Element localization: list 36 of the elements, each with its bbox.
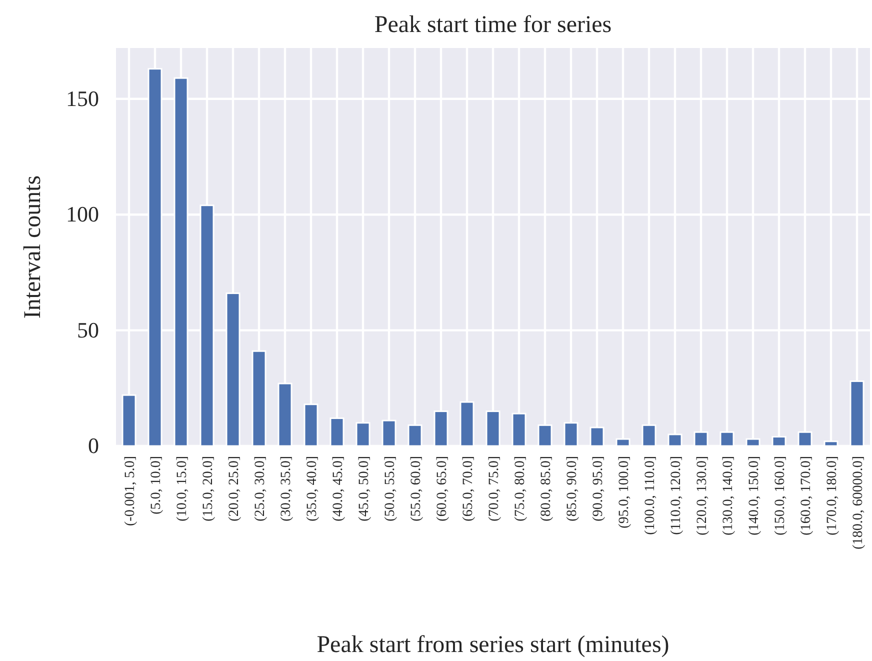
chart-title: Peak start time for series — [374, 12, 612, 38]
x-tick-label: (130.0, 140.0] — [720, 456, 736, 536]
x-tick-label: (150.0, 160.0] — [772, 456, 788, 536]
x-tick-label: (5.0, 10.0] — [148, 456, 164, 514]
x-tick-label: (80.0, 85.0] — [538, 456, 554, 522]
y-axis-title: Interval counts — [20, 175, 46, 319]
y-tick-label: 150 — [66, 86, 99, 111]
x-tick-label: (25.0, 30.0] — [252, 456, 268, 522]
x-tick-label: (110.0, 120.0] — [668, 456, 684, 535]
x-tick-label: (85.0, 90.0] — [564, 456, 580, 522]
x-tick-label: (65.0, 70.0] — [460, 456, 476, 522]
x-axis-title: Peak start from series start (minutes) — [316, 632, 670, 658]
y-tick-label: 100 — [66, 202, 99, 227]
x-tick-label: (30.0, 35.0] — [278, 456, 294, 522]
x-tick-label: (120.0, 130.0] — [694, 456, 710, 536]
x-tick-label: (40.0, 45.0] — [330, 456, 346, 522]
x-tick-label: (140.0, 150.0] — [746, 456, 762, 536]
y-tick-label: 0 — [88, 433, 99, 458]
y-tick-label: 50 — [77, 317, 99, 342]
x-tick-label: (160.0, 170.0] — [798, 456, 814, 536]
x-tick-label: (60.0, 65.0] — [434, 456, 450, 522]
x-tick-label: (170.0, 180.0] — [824, 456, 840, 536]
x-tick-label: (50.0, 55.0] — [382, 456, 398, 522]
x-tick-label: (70.0, 75.0] — [486, 456, 502, 522]
x-tick-label: (35.0, 40.0] — [304, 456, 320, 522]
x-tick-label: (90.0, 95.0] — [590, 456, 606, 522]
x-tick-label: (20.0, 25.0] — [226, 456, 242, 522]
x-tick-label: (100.0, 110.0] — [642, 456, 658, 535]
x-tick-label: (15.0, 20.0] — [200, 456, 216, 522]
x-tick-label: (10.0, 15.0] — [174, 456, 190, 522]
x-tick-label: (75.0, 80.0] — [512, 456, 528, 522]
x-tick-label: (180.0, 60000.0] — [850, 456, 866, 550]
x-tick-label: (55.0, 60.0] — [408, 456, 424, 522]
x-tick-label: (95.0, 100.0] — [616, 456, 632, 528]
x-tick-label: (45.0, 50.0] — [356, 456, 372, 522]
x-tick-label: (-0.001, 5.0] — [122, 456, 138, 526]
